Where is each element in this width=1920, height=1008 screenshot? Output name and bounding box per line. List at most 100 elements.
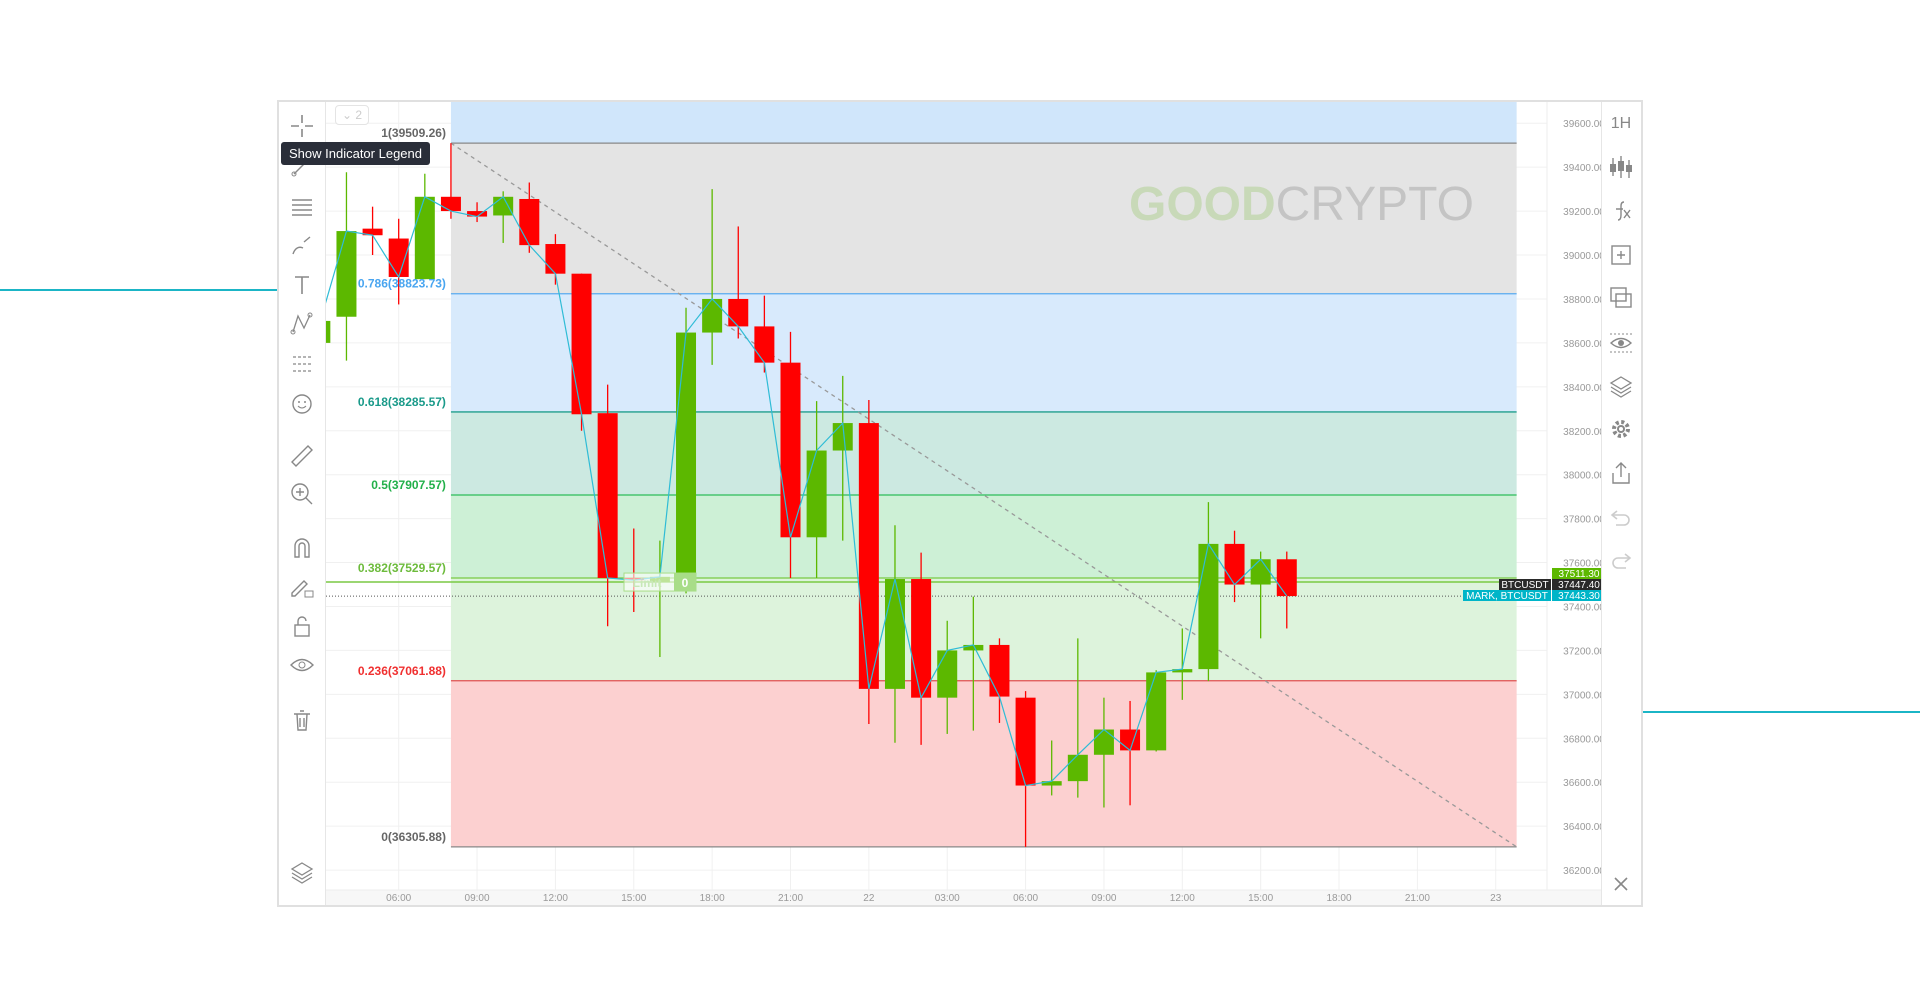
candle-body bbox=[832, 423, 853, 451]
candle[interactable] bbox=[362, 206, 383, 256]
price-tag bbox=[1552, 579, 1606, 590]
candle[interactable] bbox=[806, 401, 827, 578]
candle[interactable] bbox=[1198, 502, 1219, 682]
candle[interactable] bbox=[858, 399, 879, 725]
magnet-button[interactable] bbox=[288, 533, 316, 561]
candle[interactable] bbox=[728, 226, 749, 339]
candle[interactable] bbox=[676, 307, 697, 594]
candle[interactable] bbox=[493, 191, 514, 243]
candle[interactable] bbox=[571, 273, 592, 431]
candle[interactable] bbox=[1276, 551, 1297, 629]
candle-body bbox=[858, 423, 879, 689]
candle[interactable] bbox=[937, 620, 958, 734]
candle[interactable] bbox=[597, 384, 618, 627]
gear-button[interactable] bbox=[1607, 415, 1635, 443]
brush-icon bbox=[292, 236, 311, 255]
fib-level-label: 0(36305.88) bbox=[381, 830, 446, 844]
zoom-in-button[interactable] bbox=[288, 480, 316, 508]
price-tick-label: 37000.00 bbox=[1563, 690, 1605, 701]
emoji-icon bbox=[292, 394, 312, 414]
candle-body bbox=[1198, 543, 1219, 670]
candle[interactable] bbox=[1172, 628, 1193, 700]
candle[interactable] bbox=[832, 375, 853, 541]
candle[interactable] bbox=[1093, 697, 1114, 808]
candle[interactable] bbox=[1041, 740, 1062, 796]
fib-retracement-button[interactable] bbox=[288, 193, 316, 221]
fx-button[interactable] bbox=[1607, 197, 1635, 225]
candle[interactable] bbox=[884, 525, 905, 743]
redo-button[interactable] bbox=[1607, 546, 1635, 574]
time-tick-label: 06:00 bbox=[386, 893, 411, 904]
close-button[interactable] bbox=[1607, 870, 1635, 898]
crosshair-button[interactable] bbox=[288, 112, 316, 140]
price-tick-label: 38800.00 bbox=[1563, 295, 1605, 306]
price-tick-label: 38000.00 bbox=[1563, 471, 1605, 482]
candle-body bbox=[963, 644, 984, 651]
candle-body bbox=[884, 579, 905, 689]
compare-button[interactable] bbox=[1607, 284, 1635, 312]
price-tick-label: 37400.00 bbox=[1563, 602, 1605, 613]
add-rectangle-button[interactable] bbox=[1607, 241, 1635, 269]
order-qty: 0 bbox=[682, 576, 689, 590]
candle[interactable] bbox=[702, 189, 723, 365]
candle[interactable] bbox=[336, 172, 357, 361]
brush-button[interactable] bbox=[288, 232, 316, 260]
hide-eye-button[interactable] bbox=[1607, 329, 1635, 357]
price-tick-label: 37800.00 bbox=[1563, 515, 1605, 526]
price-tag-value: 37443.30 bbox=[1558, 591, 1600, 602]
candle[interactable] bbox=[911, 552, 932, 745]
candle-body bbox=[780, 362, 801, 538]
candle-body bbox=[1276, 559, 1297, 597]
prediction-button[interactable] bbox=[288, 350, 316, 378]
layers-button[interactable] bbox=[1607, 372, 1635, 400]
price-tick-label: 36400.00 bbox=[1563, 822, 1605, 833]
time-tick-label: 09:00 bbox=[465, 893, 490, 904]
candle[interactable] bbox=[754, 295, 775, 373]
candle[interactable] bbox=[989, 638, 1010, 723]
candle[interactable] bbox=[963, 596, 984, 731]
fib-level-label: 0.786(38823.73) bbox=[358, 277, 446, 291]
candle-body bbox=[1146, 672, 1167, 751]
eye-button[interactable] bbox=[288, 652, 316, 680]
candle-body bbox=[336, 231, 357, 317]
fx-icon bbox=[1616, 201, 1631, 221]
order-label[interactable]: Limit 0 bbox=[623, 572, 697, 592]
candle[interactable] bbox=[1224, 530, 1245, 603]
price-tag-symbol-box bbox=[1499, 579, 1551, 590]
trash-button[interactable] bbox=[288, 706, 316, 734]
undo-button[interactable] bbox=[1607, 503, 1635, 531]
candle[interactable] bbox=[1067, 638, 1088, 798]
candle-body bbox=[1041, 781, 1062, 786]
candle[interactable] bbox=[310, 317, 331, 394]
price-tick-label: 39000.00 bbox=[1563, 251, 1605, 262]
fib-zone bbox=[450, 411, 1517, 495]
fib-retracement-icon bbox=[292, 199, 312, 216]
candles-button[interactable] bbox=[1607, 153, 1635, 181]
candle[interactable] bbox=[467, 202, 488, 223]
candle[interactable] bbox=[1146, 670, 1167, 752]
candle[interactable] bbox=[414, 173, 435, 280]
pattern-button[interactable] bbox=[288, 310, 316, 338]
share-button[interactable] bbox=[1607, 459, 1635, 487]
candle-body bbox=[806, 450, 827, 538]
magnet-icon bbox=[294, 538, 310, 558]
price-chart[interactable]: GOODCRYPTO 1(39509.26) 0.786(38823.73) 0.61… bbox=[279, 102, 1641, 905]
candle-body bbox=[1224, 543, 1245, 585]
candle[interactable] bbox=[388, 218, 409, 305]
compare-icon bbox=[1610, 287, 1632, 308]
candle[interactable] bbox=[519, 182, 540, 253]
candles-icon bbox=[1610, 156, 1632, 178]
ruler-button[interactable] bbox=[288, 442, 316, 470]
layers-button[interactable] bbox=[288, 858, 316, 886]
unlock-button[interactable] bbox=[288, 612, 316, 640]
emoji-button[interactable] bbox=[288, 390, 316, 418]
candle-body bbox=[1250, 559, 1271, 585]
show-legend-button[interactable]: ⌄ 2 bbox=[335, 105, 369, 125]
interval-button[interactable]: 1H bbox=[1610, 115, 1632, 132]
candle[interactable] bbox=[1015, 691, 1036, 847]
text-button[interactable] bbox=[288, 271, 316, 299]
candle[interactable] bbox=[440, 143, 461, 219]
time-tick-label: 03:00 bbox=[935, 893, 960, 904]
lock-drawing-button[interactable] bbox=[288, 573, 316, 601]
time-tick-label: 18:00 bbox=[700, 893, 725, 904]
